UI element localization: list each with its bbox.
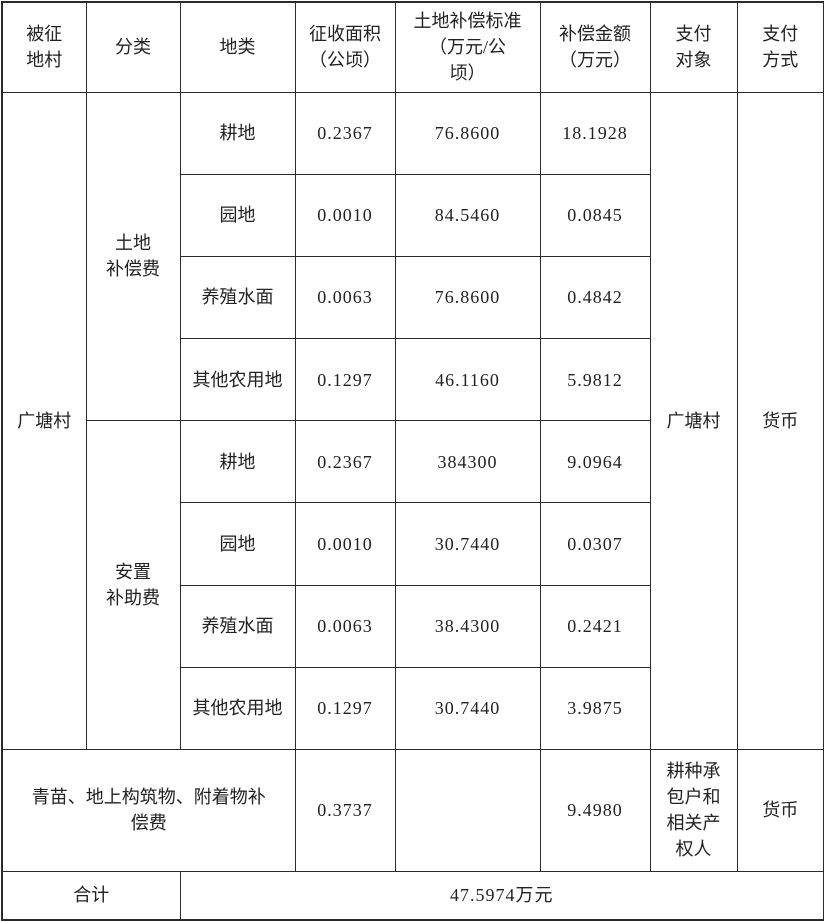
area-cell: 0.2367: [294, 420, 396, 504]
standard-cell: 84.5460: [394, 173, 541, 257]
category-land-compensation-cell: 土地 补偿费: [85, 91, 181, 422]
payee-cell: 耕种承 包户和 相关产 权人: [649, 749, 738, 872]
area-cell: 0.0010: [294, 502, 396, 586]
greenery-compensation-label: 青苗、地上构筑物、附着物补 偿费: [1, 749, 296, 872]
table-row: 安置 补助费 耕地 0.2367 384300 9.0964: [2, 420, 824, 750]
village-cell: 广塘村: [1, 91, 87, 750]
amount-cell: 5.9812: [539, 338, 651, 422]
amount-cell: 3.9875: [539, 666, 651, 751]
standard-cell: 76.8600: [394, 255, 541, 340]
greenery-compensation-row: 青苗、地上构筑物、附着物补 偿费 0.3737 9.4980 耕种承 包户和 相…: [1, 749, 824, 872]
table-row: 其他农用地 0.1297 30.7440 3.9875: [2, 666, 824, 751]
land-type-cell: 园地: [179, 502, 296, 586]
total-label: 合计: [1, 870, 181, 921]
land-type-cell: 耕地: [179, 91, 296, 175]
header-classification: 分类: [85, 1, 181, 93]
amount-cell: 0.4842: [539, 255, 651, 340]
standard-cell: 384300: [394, 420, 541, 504]
area-cell: 0.0010: [294, 173, 396, 257]
amount-cell: 0.2421: [539, 584, 651, 668]
area-cell: 0.0063: [294, 255, 396, 340]
header-payee: 支付 对象: [649, 1, 738, 93]
land-type-cell: 养殖水面: [179, 255, 296, 340]
table-row: 养殖水面 0.0063 38.4300 0.2421: [2, 584, 824, 668]
amount-cell: 9.4980: [539, 749, 651, 872]
standard-cell: 46.1160: [394, 338, 541, 422]
area-cell: 0.3737: [294, 749, 396, 872]
table-row: 园地 0.0010 84.5460 0.0845: [2, 173, 824, 257]
land-type-cell: 耕地: [179, 420, 296, 504]
total-value: 47.5974万元: [179, 870, 824, 921]
payment-method-cell: 货币: [736, 91, 824, 750]
payee-cell: 广塘村: [649, 91, 738, 750]
table-row: 其他农用地 0.1297 46.1160 5.9812: [2, 338, 824, 422]
area-cell: 0.1297: [294, 666, 396, 751]
amount-cell: 18.1928: [539, 91, 651, 175]
amount-cell: 0.0307: [539, 502, 651, 586]
category-resettlement-subsidy-cell: 安置 补助费: [85, 420, 181, 750]
area-cell: 0.2367: [294, 91, 396, 175]
header-expropriated-village: 被征 地村: [1, 1, 87, 93]
standard-cell: 38.4300: [394, 584, 541, 668]
header-compensation-standard: 土地补偿标准 （万元/公 顷）: [394, 1, 541, 93]
standard-cell-empty: [394, 749, 541, 872]
table-row: 广塘村 土地 补偿费 耕地 0.2367 76.8600 18.1928 广塘村…: [1, 91, 824, 750]
header-compensation-amount: 补偿金额 （万元）: [539, 1, 651, 93]
table-row: 养殖水面 0.0063 76.8600 0.4842: [2, 255, 824, 340]
header-row: 被征 地村 分类 地类 征收面积 （公顷） 土地补偿标准 （万元/公 顷） 补偿…: [1, 1, 824, 93]
payment-method-cell: 货币: [736, 749, 824, 872]
area-cell: 0.0063: [294, 584, 396, 668]
area-cell: 0.1297: [294, 338, 396, 422]
header-payment-method: 支付 方式: [736, 1, 824, 93]
land-type-cell: 养殖水面: [179, 584, 296, 668]
header-land-type: 地类: [179, 1, 296, 93]
header-expropriated-area: 征收面积 （公顷）: [294, 1, 396, 93]
land-type-cell: 其他农用地: [179, 666, 296, 751]
amount-cell: 9.0964: [539, 420, 651, 504]
standard-cell: 76.8600: [394, 91, 541, 175]
standard-cell: 30.7440: [394, 502, 541, 586]
total-row: 合计 47.5974万元: [1, 870, 824, 921]
land-type-cell: 其他农用地: [179, 338, 296, 422]
amount-cell: 0.0845: [539, 173, 651, 257]
standard-cell: 30.7440: [394, 666, 541, 751]
table-row: 园地 0.0010 30.7440 0.0307: [2, 502, 824, 586]
land-type-cell: 园地: [179, 173, 296, 257]
